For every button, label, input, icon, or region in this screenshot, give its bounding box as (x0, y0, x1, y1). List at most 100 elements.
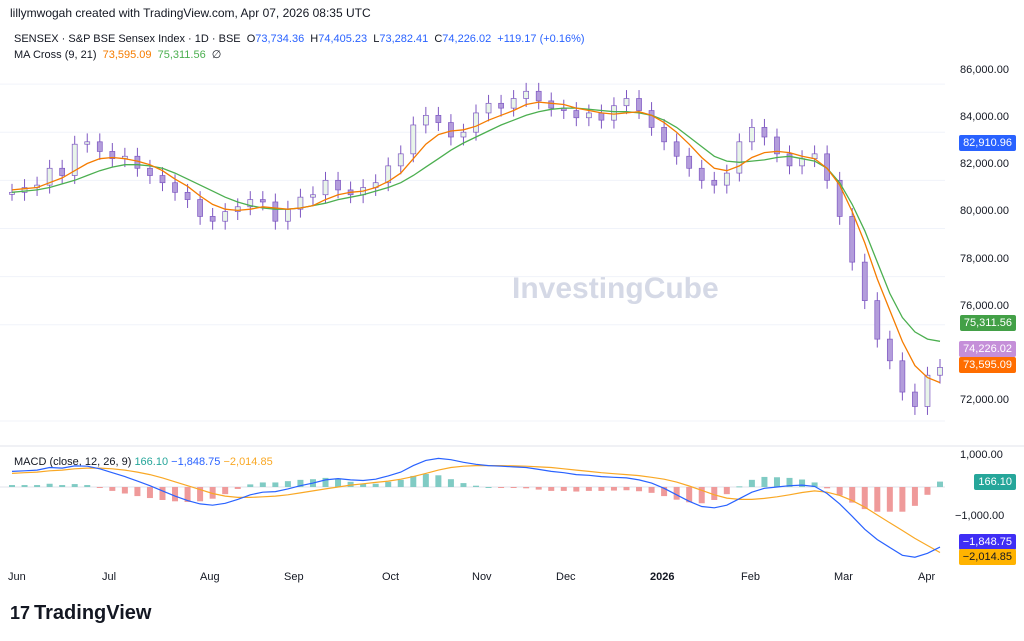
macd-histogram-bar (485, 487, 492, 488)
candle-body (109, 151, 116, 160)
macd-histogram-bar (661, 487, 668, 497)
macd-histogram-bar (435, 475, 442, 487)
candle-body (172, 182, 178, 193)
macd-histogram-bar (46, 483, 53, 487)
macd-legend[interactable]: MACD (close, 12, 26, 9) 166.10 −1,848.75… (14, 456, 273, 468)
candle-body (924, 374, 931, 407)
macd-histogram-bar (34, 485, 41, 487)
macd-histogram-bar (523, 487, 530, 489)
macd-histogram-bar (773, 477, 780, 487)
macd-histogram-bar (297, 479, 304, 487)
candle-body (535, 90, 542, 102)
candle-body (310, 194, 316, 198)
watermark: InvestingCube (512, 272, 719, 305)
candle-body (711, 179, 718, 186)
ma-label: MA Cross (9, 21) (14, 49, 97, 61)
candle-body (849, 216, 856, 263)
macd-value: −1,848.75 (171, 456, 221, 468)
macd-histogram-bar (535, 487, 542, 490)
close-label: C (434, 33, 443, 45)
price-tick: 86,000.00 (960, 64, 1009, 76)
tv-logo-icon: 17 (10, 603, 31, 623)
candle-body (159, 175, 166, 184)
high-value: 74,405.23 (318, 33, 368, 45)
candle-body (96, 141, 103, 152)
candle-body (586, 112, 592, 119)
ma-legend[interactable]: MA Cross (9, 21) 73,595.09 75,311.56 ∅ (14, 48, 224, 61)
macd-histogram-bar (761, 476, 768, 487)
price-tick: 72,000.00 (960, 394, 1009, 406)
x-tick: Jun (8, 571, 26, 583)
candle-body (523, 90, 530, 99)
x-tick: 2026 (650, 571, 675, 583)
macd-histogram-bar (473, 485, 479, 487)
price-tick: 76,000.00 (960, 300, 1009, 312)
hidden-icon[interactable]: ∅ (211, 49, 222, 61)
symbol-title: SENSEX · S&P BSE Sensex Index · 1D · BSE (14, 33, 241, 45)
macd-histogram-bar (410, 475, 417, 487)
tradingview-logo[interactable]: 17 TradingView (10, 602, 151, 625)
candle-body (886, 338, 893, 362)
symbol-legend[interactable]: SENSEX · S&P BSE Sensex Index · 1D · BSE… (14, 33, 588, 45)
x-tick: Feb (741, 571, 760, 583)
macd-histogram-bar (134, 487, 141, 497)
macd-histogram-bar (84, 485, 91, 487)
signal-tag: −2,014.85 (958, 549, 1016, 565)
candle-body (422, 114, 429, 126)
macd-histogram-bar (71, 484, 78, 487)
candle-body (448, 122, 454, 138)
macd-tick: −1,000.00 (955, 510, 1005, 522)
macd-histogram-bar (222, 487, 229, 495)
macd-histogram-bar (748, 479, 755, 487)
macd-histogram-bar (146, 487, 153, 499)
candle-body (59, 167, 66, 176)
macd-histogram-bar (172, 487, 179, 502)
macd-histogram-bar (397, 479, 404, 487)
macd-histogram-bar (9, 485, 15, 487)
macd-line (11, 457, 941, 558)
candle-body (272, 201, 279, 222)
macd-histogram-bar (861, 487, 868, 510)
ma21-line (11, 107, 941, 342)
macd-histogram-bar (335, 478, 342, 487)
macd-histogram-bar (636, 487, 643, 492)
macd-tag: −1,848.75 (958, 534, 1016, 550)
price-tick: 84,000.00 (960, 111, 1009, 123)
macd-histogram-bar (736, 486, 743, 488)
x-tick: Sep (284, 571, 304, 583)
macd-histogram-bar (924, 487, 931, 495)
price-tick: 80,000.00 (960, 205, 1009, 217)
candle-body (335, 179, 341, 191)
macd-histogram-bar (347, 481, 354, 487)
candle-body (9, 191, 15, 195)
candle-body (749, 127, 755, 143)
macd-histogram-bar (284, 481, 291, 487)
macd-histogram-bar (360, 483, 367, 487)
candle-body (222, 211, 229, 222)
macd-histogram-bar (184, 487, 191, 502)
chart-credit: lillymwogah created with TradingView.com… (10, 6, 371, 20)
candle-body (799, 158, 805, 167)
x-tick: Oct (382, 571, 400, 583)
change-value: +119.17 (+0.16%) (497, 33, 585, 45)
high-label: H (310, 33, 319, 45)
ma21-value: 75,311.56 (157, 49, 206, 61)
x-tick: Apr (918, 571, 936, 583)
macd-histogram-bar (209, 487, 216, 499)
candle-body (259, 199, 266, 203)
candle-body (184, 191, 191, 200)
candle-body (410, 124, 417, 155)
candle-body (460, 131, 467, 138)
macd-histogram-bar (247, 484, 254, 487)
candle-body (322, 179, 329, 196)
candle-body (698, 167, 705, 181)
candle-body (385, 165, 392, 184)
candle-body (861, 261, 868, 301)
macd-histogram-bar (686, 487, 693, 503)
candle-body (510, 98, 517, 109)
macd-histogram-bar (573, 487, 580, 492)
macd-histogram-bar (937, 481, 943, 487)
macd-histogram-bar (698, 487, 705, 504)
macd-histogram-bar (585, 487, 592, 491)
